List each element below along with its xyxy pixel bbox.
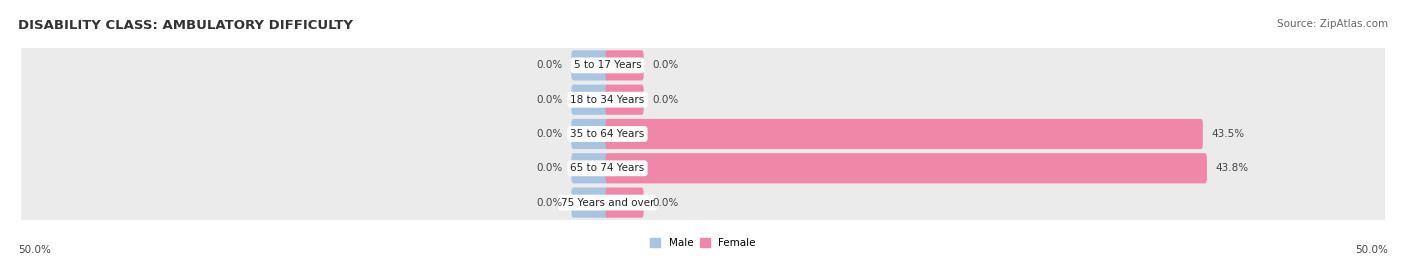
FancyBboxPatch shape (571, 50, 610, 80)
FancyBboxPatch shape (606, 153, 1206, 183)
Text: 65 to 74 Years: 65 to 74 Years (571, 163, 645, 173)
FancyBboxPatch shape (571, 153, 610, 183)
Text: 50.0%: 50.0% (1355, 245, 1388, 255)
Legend: Male, Female: Male, Female (645, 234, 761, 252)
FancyBboxPatch shape (606, 188, 644, 218)
Text: 0.0%: 0.0% (652, 60, 679, 70)
FancyBboxPatch shape (10, 42, 1396, 89)
Text: 50.0%: 50.0% (18, 245, 51, 255)
FancyBboxPatch shape (10, 145, 1396, 192)
FancyBboxPatch shape (571, 188, 610, 218)
FancyBboxPatch shape (571, 85, 610, 115)
FancyBboxPatch shape (606, 85, 644, 115)
Text: 0.0%: 0.0% (652, 198, 679, 208)
Text: Source: ZipAtlas.com: Source: ZipAtlas.com (1277, 19, 1388, 29)
Text: 0.0%: 0.0% (536, 198, 562, 208)
Text: 18 to 34 Years: 18 to 34 Years (571, 95, 645, 105)
Text: 0.0%: 0.0% (536, 95, 562, 105)
Text: 35 to 64 Years: 35 to 64 Years (571, 129, 645, 139)
Text: 0.0%: 0.0% (536, 163, 562, 173)
Text: 75 Years and over: 75 Years and over (561, 198, 654, 208)
Text: 0.0%: 0.0% (536, 129, 562, 139)
Text: 5 to 17 Years: 5 to 17 Years (574, 60, 641, 70)
FancyBboxPatch shape (10, 76, 1396, 123)
FancyBboxPatch shape (571, 119, 610, 149)
Text: 43.5%: 43.5% (1212, 129, 1244, 139)
Text: 0.0%: 0.0% (536, 60, 562, 70)
Text: 43.8%: 43.8% (1216, 163, 1249, 173)
Text: 0.0%: 0.0% (652, 95, 679, 105)
FancyBboxPatch shape (10, 179, 1396, 226)
Text: DISABILITY CLASS: AMBULATORY DIFFICULTY: DISABILITY CLASS: AMBULATORY DIFFICULTY (18, 19, 353, 32)
FancyBboxPatch shape (606, 119, 1204, 149)
FancyBboxPatch shape (10, 110, 1396, 158)
FancyBboxPatch shape (606, 50, 644, 80)
